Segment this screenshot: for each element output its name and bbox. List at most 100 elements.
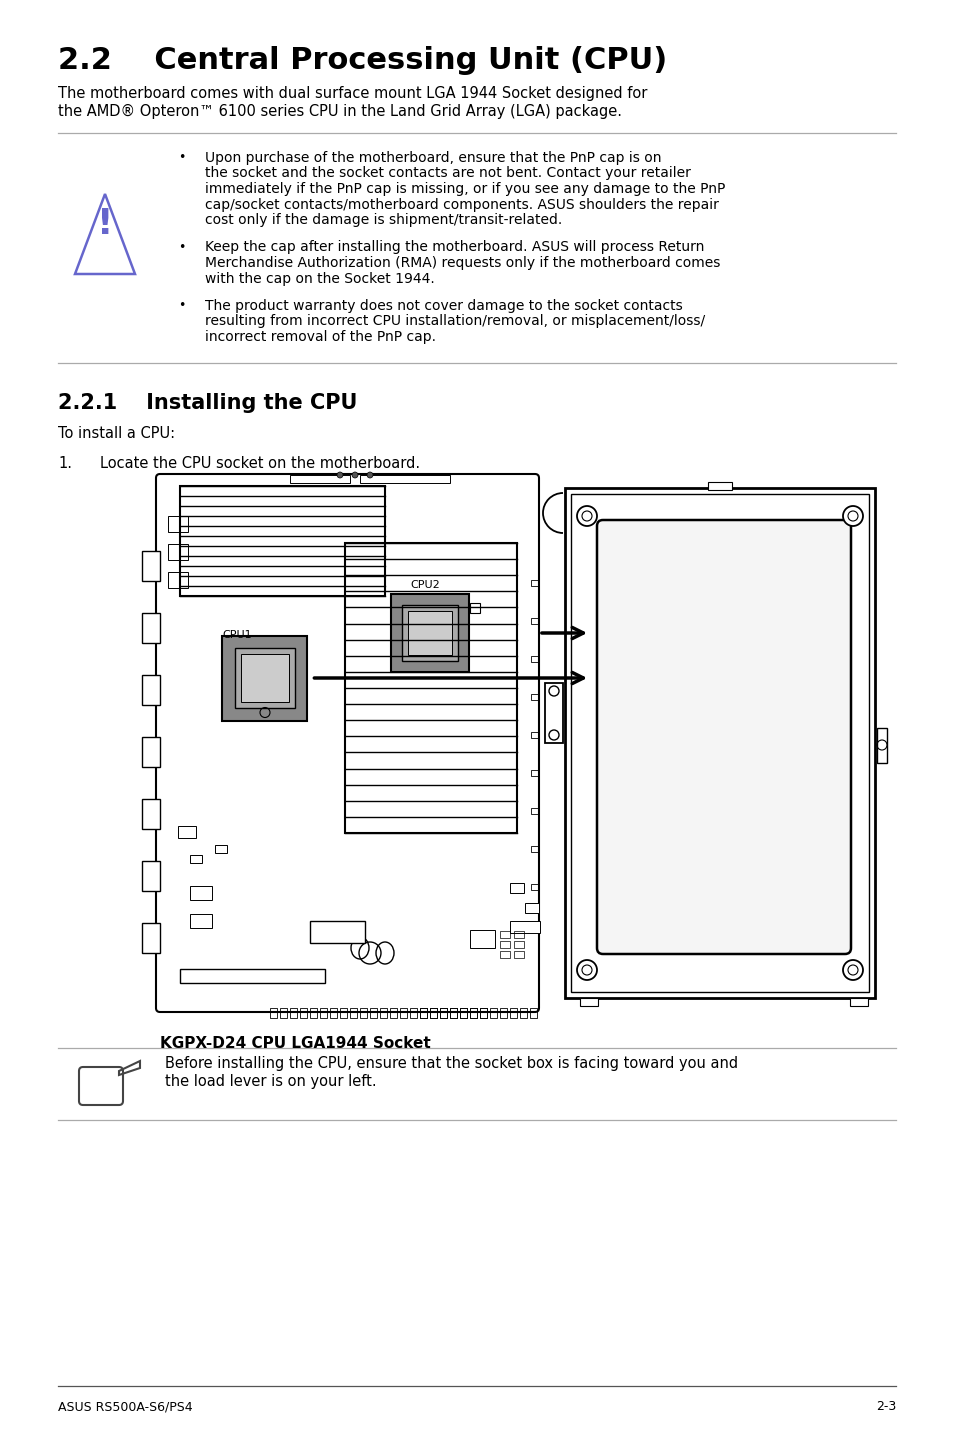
- Bar: [439, 1008, 447, 1018]
- Bar: [310, 1008, 316, 1018]
- Bar: [490, 1008, 497, 1018]
- Bar: [299, 1008, 307, 1018]
- Text: 1.: 1.: [58, 456, 71, 472]
- Bar: [290, 1008, 296, 1018]
- Bar: [430, 1008, 436, 1018]
- Bar: [459, 1008, 467, 1018]
- Bar: [531, 846, 538, 851]
- Text: immediately if the PnP cap is missing, or if you see any damage to the PnP: immediately if the PnP cap is missing, o…: [205, 183, 724, 196]
- Bar: [707, 482, 731, 490]
- Bar: [390, 1008, 396, 1018]
- Text: the load lever is on your left.: the load lever is on your left.: [165, 1074, 376, 1089]
- Text: The motherboard comes with dual surface mount LGA 1944 Socket designed for: The motherboard comes with dual surface …: [58, 86, 647, 101]
- Bar: [190, 915, 212, 928]
- Bar: [571, 495, 868, 992]
- Text: Keep the cap after installing the motherboard. ASUS will process Return: Keep the cap after installing the mother…: [205, 240, 703, 255]
- Bar: [544, 683, 562, 743]
- Bar: [499, 951, 510, 958]
- Text: ASUS RS500A-S6/PS4: ASUS RS500A-S6/PS4: [58, 1401, 193, 1414]
- Bar: [419, 1008, 427, 1018]
- Bar: [849, 998, 867, 1007]
- Bar: [510, 883, 523, 893]
- Bar: [499, 930, 510, 938]
- Bar: [579, 998, 598, 1007]
- Bar: [234, 649, 294, 707]
- Bar: [531, 695, 538, 700]
- Bar: [470, 1008, 476, 1018]
- Bar: [142, 674, 160, 705]
- Text: 2.2.1    Installing the CPU: 2.2.1 Installing the CPU: [58, 393, 357, 413]
- Circle shape: [842, 961, 862, 981]
- Bar: [519, 1008, 526, 1018]
- Bar: [450, 1008, 456, 1018]
- Text: CPU1: CPU1: [222, 630, 252, 640]
- Bar: [168, 544, 188, 559]
- Bar: [470, 930, 495, 948]
- Bar: [510, 920, 539, 933]
- Circle shape: [842, 506, 862, 526]
- Bar: [168, 572, 188, 588]
- Bar: [419, 1008, 427, 1018]
- Bar: [241, 654, 289, 702]
- Bar: [178, 825, 195, 838]
- Text: Before installing the CPU, ensure that the socket box is facing toward you and: Before installing the CPU, ensure that t…: [165, 1055, 738, 1071]
- Bar: [370, 1008, 376, 1018]
- Bar: [190, 856, 202, 863]
- Text: incorrect removal of the PnP cap.: incorrect removal of the PnP cap.: [205, 329, 436, 344]
- Text: !: !: [96, 207, 113, 242]
- Bar: [410, 1008, 416, 1018]
- Circle shape: [577, 506, 597, 526]
- Text: with the cap on the Socket 1944.: with the cap on the Socket 1944.: [205, 272, 435, 286]
- Circle shape: [352, 472, 357, 477]
- Text: 2.2    Central Processing Unit (CPU): 2.2 Central Processing Unit (CPU): [58, 46, 666, 75]
- Bar: [214, 846, 227, 853]
- Bar: [430, 1008, 436, 1018]
- Bar: [180, 486, 385, 595]
- Bar: [319, 1008, 327, 1018]
- Bar: [470, 1008, 476, 1018]
- Bar: [142, 738, 160, 766]
- Bar: [408, 611, 452, 654]
- Circle shape: [367, 472, 373, 477]
- Bar: [499, 1008, 506, 1018]
- Text: cap/socket contacts/motherboard components. ASUS shoulders the repair: cap/socket contacts/motherboard componen…: [205, 197, 719, 211]
- Bar: [531, 580, 538, 587]
- Bar: [339, 1008, 347, 1018]
- Bar: [379, 1008, 387, 1018]
- Bar: [479, 1008, 486, 1018]
- Bar: [190, 886, 212, 900]
- Text: •: •: [178, 151, 186, 164]
- Bar: [531, 884, 538, 890]
- Bar: [531, 808, 538, 814]
- Bar: [359, 475, 450, 483]
- Bar: [168, 516, 188, 532]
- Bar: [530, 1008, 537, 1018]
- Text: Locate the CPU socket on the motherboard.: Locate the CPU socket on the motherboard…: [100, 456, 419, 472]
- Text: CPU2: CPU2: [410, 580, 439, 590]
- Text: cost only if the damage is shipment/transit-related.: cost only if the damage is shipment/tran…: [205, 213, 561, 227]
- Bar: [142, 923, 160, 953]
- Bar: [531, 656, 538, 661]
- Bar: [345, 544, 517, 833]
- Bar: [514, 930, 523, 938]
- Text: Upon purchase of the motherboard, ensure that the PnP cap is on: Upon purchase of the motherboard, ensure…: [205, 151, 660, 165]
- Text: the AMD® Opteron™ 6100 series CPU in the Land Grid Array (LGA) package.: the AMD® Opteron™ 6100 series CPU in the…: [58, 104, 621, 119]
- Bar: [290, 475, 350, 483]
- Text: •: •: [178, 240, 186, 253]
- Text: KGPX-D24 CPU LGA1944 Socket: KGPX-D24 CPU LGA1944 Socket: [160, 1035, 431, 1051]
- Bar: [310, 920, 365, 943]
- Text: The product warranty does not cover damage to the socket contacts: The product warranty does not cover dama…: [205, 299, 682, 313]
- Circle shape: [336, 472, 343, 477]
- Bar: [330, 1008, 336, 1018]
- Bar: [510, 1008, 517, 1018]
- Text: the socket and the socket contacts are not bent. Contact your retailer: the socket and the socket contacts are n…: [205, 167, 690, 181]
- Bar: [459, 1008, 467, 1018]
- Bar: [180, 969, 325, 984]
- Text: Merchandise Authorization (RMA) requests only if the motherboard comes: Merchandise Authorization (RMA) requests…: [205, 256, 720, 270]
- Bar: [450, 1008, 456, 1018]
- Bar: [222, 636, 307, 720]
- Bar: [359, 1008, 367, 1018]
- Bar: [531, 732, 538, 738]
- Bar: [399, 1008, 407, 1018]
- Bar: [142, 613, 160, 643]
